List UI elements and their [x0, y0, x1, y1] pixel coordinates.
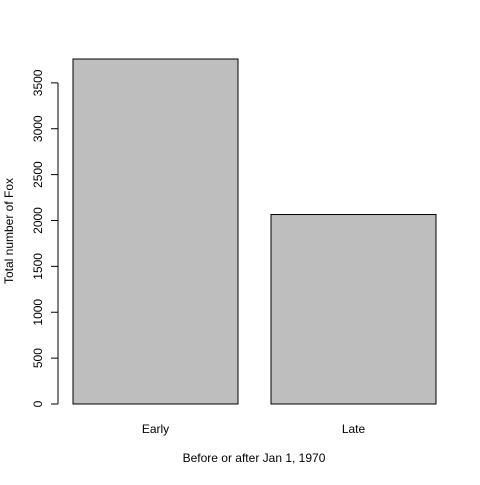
bars-layer — [72, 58, 437, 405]
x-tick-label-early: Early — [142, 422, 169, 436]
y-axis: 0 500 1000 1500 2000 2500 3000 3500 — [31, 69, 59, 407]
x-axis-title: Before or after Jan 1, 1970 — [183, 451, 326, 465]
y-tick-label-2000: 2000 — [31, 207, 45, 234]
y-tick-label-500: 500 — [31, 348, 45, 368]
x-axis-labels: Early Late — [142, 422, 366, 436]
y-tick-label-3500: 3500 — [31, 69, 45, 96]
y-tick-label-2500: 2500 — [31, 161, 45, 188]
y-tick-label-3000: 3000 — [31, 115, 45, 142]
bar-early — [72, 58, 239, 405]
x-tick-label-late: Late — [342, 422, 366, 436]
y-tick-label-1500: 1500 — [31, 253, 45, 280]
y-axis-title: Total number of Fox — [2, 178, 16, 284]
y-tick-label-0: 0 — [31, 400, 45, 407]
bar-late — [270, 214, 437, 405]
y-tick-label-1000: 1000 — [31, 299, 45, 326]
